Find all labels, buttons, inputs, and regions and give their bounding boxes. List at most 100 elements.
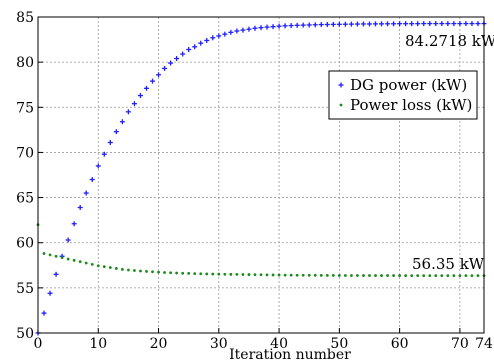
power-loss-point — [476, 274, 480, 278]
dg-power-point — [294, 22, 300, 28]
plot-frame — [37, 16, 485, 334]
y-tick-label: 75 — [16, 100, 34, 116]
x-tick-label: 30 — [210, 336, 228, 352]
y-tick-label: 55 — [16, 281, 34, 297]
power-loss-point — [446, 274, 450, 278]
power-loss-point — [54, 254, 58, 258]
dg-power-point — [107, 139, 113, 145]
power-loss-point — [343, 274, 347, 277]
legend-entry: DG power (kW) — [338, 76, 467, 94]
power-loss-point — [175, 271, 179, 275]
power-loss-point — [114, 267, 118, 270]
dg-power-point — [41, 310, 47, 316]
power-loss-point — [380, 274, 383, 277]
power-loss-point — [42, 252, 46, 255]
power-loss-point — [428, 274, 432, 278]
legend-label: Power loss (kW) — [350, 96, 472, 114]
power-loss-point — [368, 274, 371, 277]
power-loss-point — [319, 273, 323, 277]
power-loss-point — [458, 274, 462, 278]
dg-power-point — [150, 78, 156, 84]
power-loss-point — [404, 274, 408, 278]
x-tick-label: 10 — [89, 336, 107, 352]
dg-power-point — [131, 101, 137, 107]
value-annotation: 56.35 kW — [412, 255, 485, 273]
power-loss-point — [90, 262, 94, 266]
power-loss-point — [163, 271, 166, 274]
series-power-loss — [36, 223, 486, 278]
power-loss-point — [211, 272, 215, 276]
power-loss-point — [145, 270, 148, 273]
dg-power-point — [409, 21, 415, 27]
power-loss-point — [139, 269, 142, 273]
power-loss-point — [78, 260, 82, 264]
power-loss-point — [301, 273, 305, 277]
power-loss-point — [229, 272, 233, 276]
legend-box — [328, 70, 478, 120]
power-loss-point — [313, 273, 317, 277]
legend: DG power (kW) Power loss (kW) — [328, 70, 478, 120]
x-tick-label: 74 — [475, 336, 493, 352]
power-loss-point — [102, 265, 106, 269]
dg-power-point — [439, 21, 445, 27]
dg-power-point — [53, 271, 59, 277]
power-loss-point — [241, 273, 245, 276]
power-loss-point — [193, 272, 197, 275]
dg-power-point — [162, 65, 168, 71]
power-loss-point — [247, 273, 251, 276]
dg-power-point — [348, 21, 354, 27]
dg-power-point — [318, 22, 324, 28]
legend-marker — [339, 103, 343, 107]
power-loss-point — [253, 273, 257, 277]
dg-power-point — [210, 35, 216, 41]
power-loss-point — [452, 274, 456, 278]
dg-power-point — [228, 29, 234, 35]
dg-power-point — [360, 21, 366, 27]
dg-power-point — [113, 129, 119, 135]
power-loss-point — [325, 273, 329, 277]
dg-power-point — [282, 23, 288, 29]
power-loss-point — [392, 274, 395, 277]
power-loss-point — [72, 258, 76, 262]
dg-power-point — [457, 21, 463, 27]
dg-power-point — [288, 23, 294, 29]
power-loss-point — [464, 274, 468, 278]
power-loss-point — [108, 266, 112, 269]
dg-power-point — [276, 23, 282, 29]
x-tick-label: 60 — [391, 336, 409, 352]
dg-power-point — [451, 21, 457, 27]
power-loss-point — [374, 274, 377, 277]
power-loss-point — [187, 272, 191, 275]
x-axis-label: Iteration number — [229, 347, 351, 363]
dg-power-point — [95, 163, 101, 169]
dg-power-point — [300, 22, 306, 28]
y-tick-label: 70 — [16, 145, 34, 161]
power-loss-point — [199, 272, 203, 276]
dg-power-point — [475, 21, 481, 27]
y-tick-label: 50 — [16, 326, 34, 342]
dg-power-point — [445, 21, 451, 27]
dg-power-point — [264, 24, 270, 30]
dg-power-point — [89, 177, 95, 183]
power-loss-point — [223, 272, 227, 276]
x-tick-label: 50 — [330, 336, 348, 352]
power-loss-point — [133, 269, 136, 272]
power-loss-point — [295, 273, 299, 277]
power-loss-point — [289, 273, 293, 277]
y-tick-label: 80 — [16, 55, 34, 71]
dg-power-point — [463, 21, 469, 27]
dg-power-point — [65, 237, 71, 243]
dg-power-point — [336, 21, 342, 27]
power-loss-point — [386, 274, 389, 277]
dg-power-point — [101, 151, 107, 157]
dg-power-point — [270, 24, 276, 30]
dg-power-point — [77, 205, 83, 211]
power-loss-point — [235, 273, 239, 276]
power-loss-point — [470, 274, 474, 278]
dg-power-point — [427, 21, 433, 27]
power-loss-point — [283, 273, 287, 277]
dg-power-point — [216, 33, 222, 39]
dg-power-point — [379, 21, 385, 27]
series-layer — [35, 21, 487, 336]
dg-power-point — [180, 51, 186, 57]
